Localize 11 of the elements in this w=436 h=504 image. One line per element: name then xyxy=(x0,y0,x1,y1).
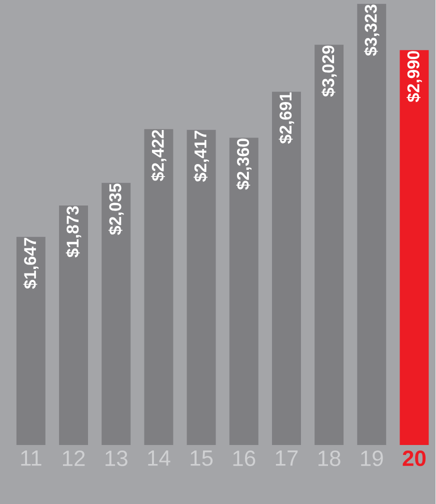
data-label: $3,323 xyxy=(364,4,380,56)
data-label: $1,647 xyxy=(23,238,39,289)
data-label: $2,417 xyxy=(194,130,210,182)
data-label: $1,873 xyxy=(66,206,82,258)
data-label: $3,029 xyxy=(322,46,337,97)
data-label: $2,035 xyxy=(108,184,124,235)
data-label: $2,990 xyxy=(406,51,422,102)
data-label: $2,691 xyxy=(279,92,294,144)
x-tick-label: 20 xyxy=(402,450,426,466)
data-label: $2,360 xyxy=(236,138,252,190)
data-label: $2,422 xyxy=(151,130,167,182)
